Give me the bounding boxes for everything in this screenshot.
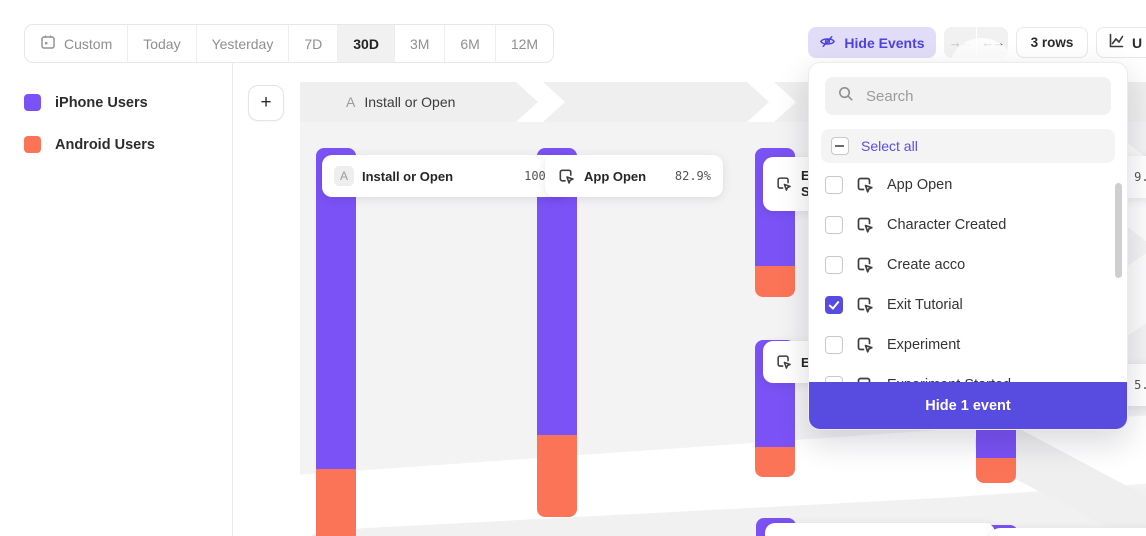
hide-events-label: Hide Events xyxy=(844,34,925,51)
range-custom[interactable]: Custom xyxy=(25,25,127,62)
hide-events-button[interactable]: Hide Events xyxy=(808,27,936,58)
funnel-step-header-1[interactable]: A Install or Open xyxy=(300,82,538,122)
legend-android-users[interactable]: Android Users xyxy=(24,136,155,153)
checkbox[interactable] xyxy=(825,256,843,274)
card-app-open[interactable]: App Open 82.9% xyxy=(545,155,723,197)
bar-segment-android xyxy=(755,266,795,297)
rows-button[interactable]: 3 rows xyxy=(1016,27,1088,58)
card-partial-bottom-right[interactable] xyxy=(990,528,1146,536)
users-metric-label: U xyxy=(1132,34,1143,51)
event-item-experiment[interactable]: Experiment xyxy=(809,325,1127,365)
date-range-control: Custom Today Yesterday 7D 30D 3M 6M 12M xyxy=(24,24,555,63)
legend-divider xyxy=(232,62,233,536)
step-letter: A xyxy=(346,94,356,110)
range-today[interactable]: Today xyxy=(127,25,195,62)
select-all-row[interactable]: Select all xyxy=(821,129,1115,163)
range-30d[interactable]: 30D xyxy=(337,25,394,62)
calendar-icon xyxy=(40,34,56,53)
card-percent: 9.7% xyxy=(1134,170,1146,184)
funnel-step-header-2[interactable] xyxy=(543,82,769,122)
card-percent: 82.9% xyxy=(674,169,711,183)
event-item-exit-tutorial[interactable]: Exit Tutorial xyxy=(809,285,1127,325)
checkbox[interactable] xyxy=(825,336,843,354)
step-a-badge: A xyxy=(334,166,354,186)
range-7d[interactable]: 7D xyxy=(288,25,337,62)
event-item-character-created[interactable]: Character Created xyxy=(809,205,1127,245)
checkbox[interactable] xyxy=(825,296,843,314)
bar-install-or-open[interactable] xyxy=(316,148,356,536)
range-6m[interactable]: 6M xyxy=(444,25,494,62)
step-name: Install or Open xyxy=(364,94,456,110)
range-12m[interactable]: 12M xyxy=(494,25,553,62)
select-all-label: Select all xyxy=(861,138,918,154)
event-label: Exit Tutorial xyxy=(887,297,963,313)
event-label: Experiment xyxy=(887,337,961,353)
search-input[interactable] xyxy=(864,86,1099,106)
event-item-create-acco[interactable]: Create acco xyxy=(809,245,1127,285)
event-icon xyxy=(855,295,875,315)
event-icon xyxy=(855,335,875,355)
range-3m[interactable]: 3M xyxy=(393,25,444,62)
bar-segment-iphone xyxy=(316,148,356,469)
event-icon xyxy=(775,175,793,193)
card-install-or-open[interactable]: A Install or Open 100% xyxy=(322,155,565,197)
select-all-checkbox[interactable] xyxy=(831,137,849,155)
bar-segment-android xyxy=(537,435,577,517)
rows-label: 3 rows xyxy=(1030,35,1074,50)
android-users-label: Android Users xyxy=(55,136,155,153)
bar-segment-android xyxy=(316,469,356,536)
range-label: Custom xyxy=(64,35,113,52)
hide-1-event-label: Hide 1 event xyxy=(925,397,1011,414)
range-yesterday[interactable]: Yesterday xyxy=(195,25,289,62)
events-dropdown: Select all App Open Character Created Cr… xyxy=(808,62,1128,430)
event-label: Create acco xyxy=(887,257,966,273)
checkbox[interactable] xyxy=(825,216,843,234)
event-icon xyxy=(557,167,576,186)
search-icon xyxy=(837,85,854,107)
bar-segment-android xyxy=(976,458,1016,483)
card-partial-bottom-left[interactable] xyxy=(765,523,995,536)
checkbox[interactable] xyxy=(825,176,843,194)
card-name: Install or Open xyxy=(362,168,454,184)
search-box[interactable] xyxy=(825,77,1111,115)
users-metric-button[interactable]: U xyxy=(1096,27,1146,58)
event-label: App Open xyxy=(887,177,953,193)
event-item-app-open[interactable]: App Open xyxy=(809,165,1127,205)
event-icon xyxy=(855,175,875,195)
line-chart-icon xyxy=(1108,33,1124,52)
event-label: Character Created xyxy=(887,217,1007,233)
event-icon xyxy=(855,215,875,235)
event-icon xyxy=(775,353,793,371)
card-name: App Open xyxy=(584,168,647,184)
iphone-users-swatch xyxy=(24,94,41,111)
eye-off-icon xyxy=(819,33,836,53)
dropdown-scrollbar[interactable] xyxy=(1115,183,1122,278)
event-icon xyxy=(855,255,875,275)
bar-app-open[interactable] xyxy=(537,148,577,517)
hide-1-event-button[interactable]: Hide 1 event xyxy=(809,382,1127,429)
android-users-swatch xyxy=(24,136,41,153)
card-percent: 5.7% xyxy=(1134,378,1146,392)
event-list: App Open Character Created Create acco E… xyxy=(809,165,1127,405)
iphone-users-label: iPhone Users xyxy=(55,94,148,111)
legend-iphone-users[interactable]: iPhone Users xyxy=(24,94,148,111)
add-step-button[interactable]: + xyxy=(248,85,284,121)
bar-segment-android xyxy=(755,447,795,477)
